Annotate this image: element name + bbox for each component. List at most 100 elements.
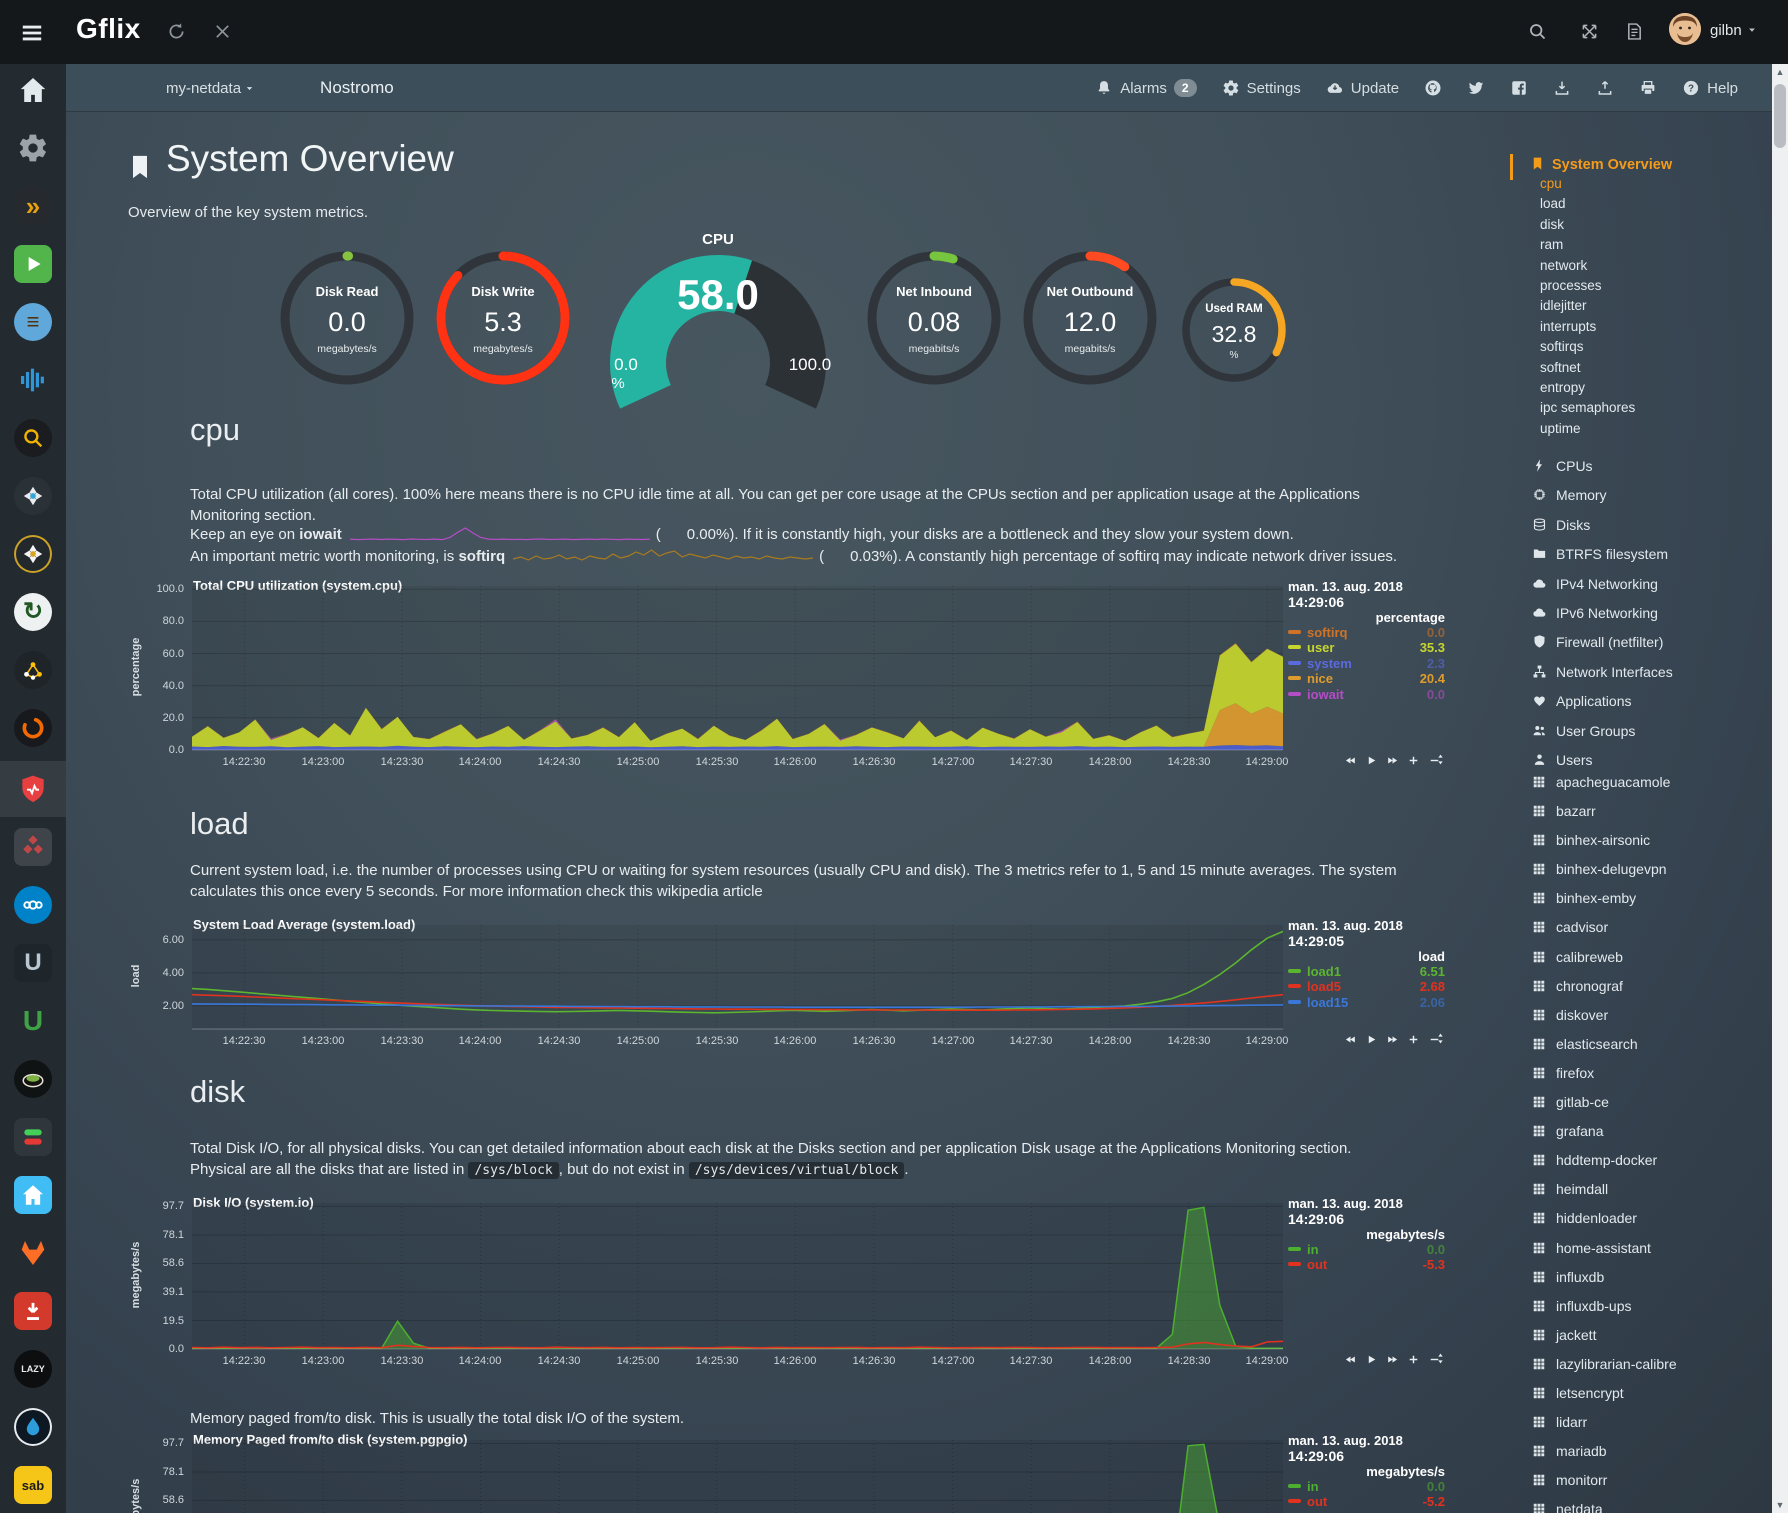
sidebar-section-firewall-netfilter-[interactable]: Firewall (netfilter) bbox=[1532, 628, 1673, 657]
sidebar-emby-icon[interactable] bbox=[0, 236, 66, 292]
sidebar-app-gitlab-ce[interactable]: gitlab-ce bbox=[1532, 1088, 1677, 1117]
sidebar-app-firefox[interactable]: firefox bbox=[1532, 1059, 1677, 1088]
legend-item-nice[interactable]: nice 20.4 bbox=[1288, 671, 1445, 686]
sidebar-item-softirqs[interactable]: softirqs bbox=[1540, 339, 1584, 355]
sidebar-section-memory[interactable]: Memory bbox=[1532, 481, 1673, 510]
sidebar-app-influxdb-ups[interactable]: influxdb-ups bbox=[1532, 1292, 1677, 1321]
sidebar-app-chronograf[interactable]: chronograf bbox=[1532, 972, 1677, 1001]
chart-play-button[interactable] bbox=[1365, 1353, 1378, 1371]
sidebar-section-network-interfaces[interactable]: Network Interfaces bbox=[1532, 658, 1673, 687]
sidebar-section-btrfs-filesystem[interactable]: BTRFS filesystem bbox=[1532, 540, 1673, 569]
navbar-update[interactable]: Update bbox=[1326, 79, 1399, 97]
scroll-thumb[interactable] bbox=[1774, 84, 1786, 148]
sidebar-deluge-icon[interactable]: ↻ bbox=[0, 584, 66, 640]
sidebar-app-jackett[interactable]: jackett bbox=[1532, 1321, 1677, 1350]
legend-item-in[interactable]: in 0.0 bbox=[1288, 1479, 1445, 1494]
sidebar-item-disk[interactable]: disk bbox=[1540, 216, 1565, 232]
chart-backward-button[interactable] bbox=[1344, 754, 1357, 772]
chart-zoom-out-button[interactable] bbox=[1428, 754, 1441, 772]
legend-item-iowait[interactable]: iowait 0.0 bbox=[1288, 687, 1445, 702]
sidebar-app-diskover[interactable]: diskover bbox=[1532, 1001, 1677, 1030]
navbar-github-icon[interactable] bbox=[1424, 79, 1442, 97]
close-tab-icon[interactable] bbox=[212, 21, 233, 42]
sidebar-app-apacheguacamole[interactable]: apacheguacamole bbox=[1532, 768, 1677, 797]
sidebar-app-binhex-airsonic[interactable]: binhex-airsonic bbox=[1532, 826, 1677, 855]
chart-plot[interactable] bbox=[192, 925, 1283, 1030]
sidebar-app-drop-icon[interactable] bbox=[0, 1399, 66, 1455]
sidebar-grafana-icon[interactable] bbox=[0, 700, 66, 756]
sidebar-item-system-overview[interactable]: System Overview bbox=[1530, 156, 1672, 173]
sidebar-item-processes[interactable]: processes bbox=[1540, 277, 1602, 293]
sidebar-item-ram[interactable]: ram bbox=[1540, 237, 1564, 253]
sidebar-section-applications[interactable]: Applications bbox=[1532, 687, 1673, 716]
navbar-print-icon[interactable] bbox=[1639, 79, 1657, 97]
navbar-facebook-icon[interactable] bbox=[1510, 79, 1528, 97]
navbar-settings[interactable]: Settings bbox=[1222, 79, 1301, 97]
disk-io-chart[interactable]: Disk I/O (system.io) megabytes/s 97.7 78.1 5… bbox=[66, 1195, 1448, 1381]
sidebar-app-influxdb[interactable]: influxdb bbox=[1532, 1263, 1677, 1292]
sidebar-app-monitorr[interactable]: monitorr bbox=[1532, 1466, 1677, 1495]
sidebar-section-disks[interactable]: Disks bbox=[1532, 511, 1673, 540]
sidebar-jackett-icon[interactable] bbox=[0, 410, 66, 466]
chart-zoom-out-button[interactable] bbox=[1428, 1033, 1441, 1051]
disk-read-gauge[interactable]: Disk Read 0.0 megabytes/s bbox=[277, 248, 417, 388]
navbar-twitter-icon[interactable] bbox=[1467, 79, 1485, 97]
sidebar-app-bazarr[interactable]: bazarr bbox=[1532, 797, 1677, 826]
chart-resize-handle[interactable] bbox=[1434, 1031, 1447, 1051]
navbar-help[interactable]: ? Help bbox=[1682, 79, 1738, 97]
sidebar-app-home-assistant[interactable]: home-assistant bbox=[1532, 1234, 1677, 1263]
sidebar-app-letsencrypt[interactable]: letsencrypt bbox=[1532, 1379, 1677, 1408]
legend-item-load15[interactable]: load15 2.06 bbox=[1288, 995, 1445, 1010]
host-dropdown[interactable]: my-netdata bbox=[166, 80, 256, 97]
sidebar-app-dish-icon[interactable] bbox=[0, 1051, 66, 1107]
sidebar-section-user-groups[interactable]: User Groups bbox=[1532, 717, 1673, 746]
navbar-download-icon[interactable] bbox=[1553, 79, 1571, 97]
pgpgio-chart[interactable]: Memory Paged from/to disk (system.pgpgio… bbox=[66, 1432, 1448, 1513]
sidebar-item-load[interactable]: load bbox=[1540, 196, 1566, 212]
navbar-upload-icon[interactable] bbox=[1596, 79, 1614, 97]
sidebar-app-binhex-delugevpn[interactable]: binhex-delugevpn bbox=[1532, 855, 1677, 884]
legend-item-load1[interactable]: load1 6.51 bbox=[1288, 964, 1445, 979]
sidebar-app-elasticsearch[interactable]: elasticsearch bbox=[1532, 1030, 1677, 1059]
legend-item-load5[interactable]: load5 2.68 bbox=[1288, 979, 1445, 994]
sidebar-item-ipc-semaphores[interactable]: ipc semaphores bbox=[1540, 400, 1636, 416]
chart-play-button[interactable] bbox=[1365, 754, 1378, 772]
fullscreen-icon[interactable] bbox=[1579, 21, 1600, 42]
user-avatar[interactable] bbox=[1669, 13, 1701, 45]
sidebar-section-cpus[interactable]: CPUs bbox=[1532, 452, 1673, 481]
legend-item-out[interactable]: out -5.3 bbox=[1288, 1257, 1445, 1272]
chart-forward-button[interactable] bbox=[1386, 1353, 1399, 1371]
sidebar-item-entropy[interactable]: entropy bbox=[1540, 379, 1586, 395]
sidebar-item-idlejitter[interactable]: idlejitter bbox=[1540, 298, 1587, 314]
sidebar-netdata-icon[interactable] bbox=[0, 761, 66, 817]
sidebar-app-heimdall[interactable]: heimdall bbox=[1532, 1175, 1677, 1204]
chart-zoom-out-button[interactable] bbox=[1428, 1353, 1441, 1371]
sidebar-section-ipv4-networking[interactable]: IPv4 Networking bbox=[1532, 570, 1673, 599]
sidebar-plex-icon[interactable]: » bbox=[0, 178, 66, 234]
sidebar-settings-gear-icon[interactable] bbox=[0, 120, 66, 176]
sidebar-app-lazylibrarian-calibre[interactable]: lazylibrarian-calibre bbox=[1532, 1350, 1677, 1379]
sidebar-app-grafana[interactable]: grafana bbox=[1532, 1117, 1677, 1146]
sidebar-calibre-web-icon[interactable]: ≡ bbox=[0, 294, 66, 350]
chart-forward-button[interactable] bbox=[1386, 754, 1399, 772]
chart-zoom-in-button[interactable] bbox=[1407, 1033, 1420, 1051]
hostname-label[interactable]: Nostromo bbox=[320, 78, 394, 97]
sidebar-diskover-icon[interactable] bbox=[0, 642, 66, 698]
legend-item-in[interactable]: in 0.0 bbox=[1288, 1242, 1445, 1257]
sidebar-sabnzbd-icon[interactable]: sab bbox=[0, 1457, 66, 1513]
user-menu[interactable]: gilbn bbox=[1710, 22, 1759, 39]
sidebar-app-download-icon[interactable] bbox=[0, 1283, 66, 1339]
sidebar-item-uptime[interactable]: uptime bbox=[1540, 420, 1581, 436]
sidebar-nextcloud-icon[interactable] bbox=[0, 877, 66, 933]
chart-plot[interactable] bbox=[192, 586, 1283, 751]
chart-plot[interactable] bbox=[192, 1440, 1283, 1513]
chart-plot[interactable] bbox=[192, 1203, 1283, 1350]
chart-backward-button[interactable] bbox=[1344, 1353, 1357, 1371]
sidebar-app-netdata[interactable]: netdata bbox=[1532, 1495, 1677, 1513]
scrollbar[interactable]: ▲ ▼ bbox=[1772, 64, 1788, 1513]
sidebar-app-hiddenloader[interactable]: hiddenloader bbox=[1532, 1204, 1677, 1233]
sidebar-item-cpu[interactable]: cpu bbox=[1540, 176, 1562, 191]
scroll-up-arrow[interactable]: ▲ bbox=[1775, 67, 1785, 77]
sidebar-app-calibreweb[interactable]: calibreweb bbox=[1532, 943, 1677, 972]
sidebar-app-binhex-emby[interactable]: binhex-emby bbox=[1532, 884, 1677, 913]
